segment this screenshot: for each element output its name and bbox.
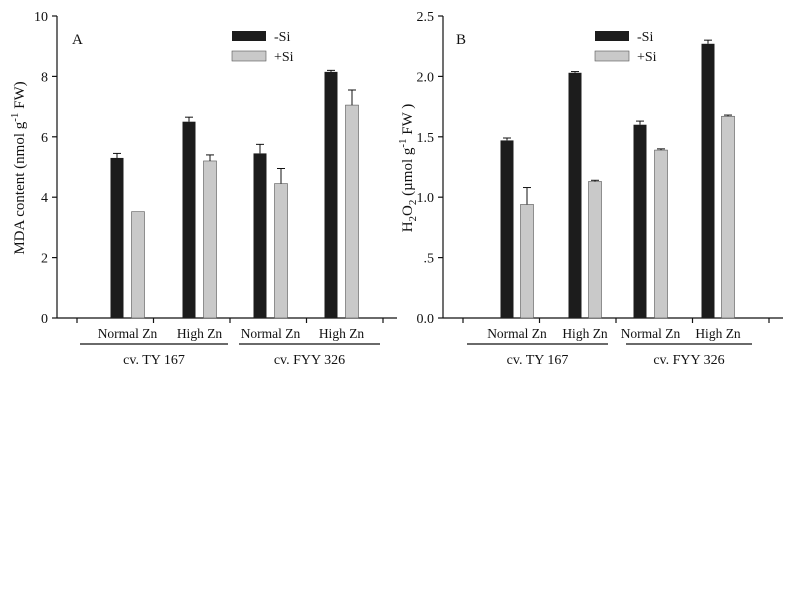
- panel-a-bar-plus-si: [274, 183, 288, 319]
- panel-b-legend-label: -Si: [637, 30, 653, 45]
- panel-b-category-label: Normal Zn: [487, 326, 547, 341]
- panel-b-cultivar-label: cv. FYY 326: [653, 353, 724, 368]
- panel-a-bar-minus-si: [324, 71, 338, 319]
- panel-b-category-label: Normal Zn: [621, 326, 681, 341]
- panel-b-y-tick-label: 2.0: [417, 70, 435, 85]
- panel-b-cultivar-label: cv. TY 167: [507, 353, 569, 368]
- panel-b-bar-plus-si: [721, 115, 735, 319]
- panel-a-y-tick-label: 6: [41, 131, 48, 146]
- panel-a-y-tick-label: 0: [41, 312, 48, 327]
- panel-a-legend-label: +Si: [274, 50, 294, 65]
- panel-b-legend-swatch: [595, 31, 629, 41]
- panel-a-bar-plus-si: [203, 160, 217, 319]
- panel-b-y-tick-label: 2.5: [417, 10, 435, 25]
- panel-a-bar-minus-si: [110, 157, 124, 318]
- panel-b-y-tick-label: 1.0: [417, 191, 435, 206]
- panel-a-category-label: High Zn: [177, 326, 223, 341]
- panel-a-cultivar-label: cv. TY 167: [123, 353, 185, 368]
- panel-a-y-tick-label: 10: [34, 10, 48, 25]
- panel-a-legend-swatch: [231, 50, 267, 62]
- panel-a-category-label: Normal Zn: [98, 326, 158, 341]
- panel-b-bar-minus-si: [701, 43, 715, 319]
- panel-a-y-tick-label: 2: [41, 252, 48, 267]
- panel-a-y-tick-label: 8: [41, 70, 48, 85]
- panel-b-bar-plus-si: [654, 149, 668, 319]
- panel-a: A MDA content (nmol g-1 FW) 0 2 4 6 8 10 Norma…: [9, 10, 397, 368]
- panel-b-y-tick-label: 1.5: [417, 131, 435, 146]
- panel-a-y-axis-label: MDA content (nmol g-1 FW): [9, 81, 28, 254]
- panel-b-bar-plus-si: [520, 204, 534, 319]
- panel-b-y-axis-label: H2O2 (µmol g-1 FW ): [397, 104, 419, 233]
- panel-a-cultivar-label: cv. FYY 326: [274, 353, 345, 368]
- panel-a-label: A: [72, 32, 83, 48]
- panel-a-category-label: High Zn: [319, 326, 365, 341]
- panel-a-bar-minus-si: [182, 121, 196, 318]
- panel-a-bar-minus-si: [253, 153, 267, 318]
- panel-b-legend-swatch: [594, 50, 630, 62]
- panel-b-y-tick-label: .5: [424, 252, 435, 267]
- panel-a-bar-plus-si: [131, 211, 145, 319]
- panel-b-bar-minus-si: [568, 72, 582, 318]
- panel-b-bar-minus-si: [500, 140, 514, 318]
- panel-a-bar-plus-si: [345, 104, 359, 319]
- panel-a-y-tick-label: 4: [41, 191, 48, 206]
- panel-b-label: B: [456, 32, 466, 48]
- panel-a-legend-label: -Si: [274, 30, 290, 45]
- panel-a-category-label: Normal Zn: [241, 326, 301, 341]
- panel-b-bar-plus-si: [588, 181, 602, 319]
- panel-b-category-label: High Zn: [695, 326, 741, 341]
- panel-b-category-label: High Zn: [562, 326, 608, 341]
- panel-b-bar-minus-si: [633, 124, 647, 318]
- panel-b-legend-label: +Si: [637, 50, 657, 65]
- panel-b-y-tick-label: 0.0: [417, 312, 435, 327]
- panel-b: B H2O2 (µmol g-1 FW ) 0.0 .5 1.0 1.5 2.0 2.5 N…: [397, 10, 783, 368]
- panel-a-legend-swatch: [232, 31, 266, 41]
